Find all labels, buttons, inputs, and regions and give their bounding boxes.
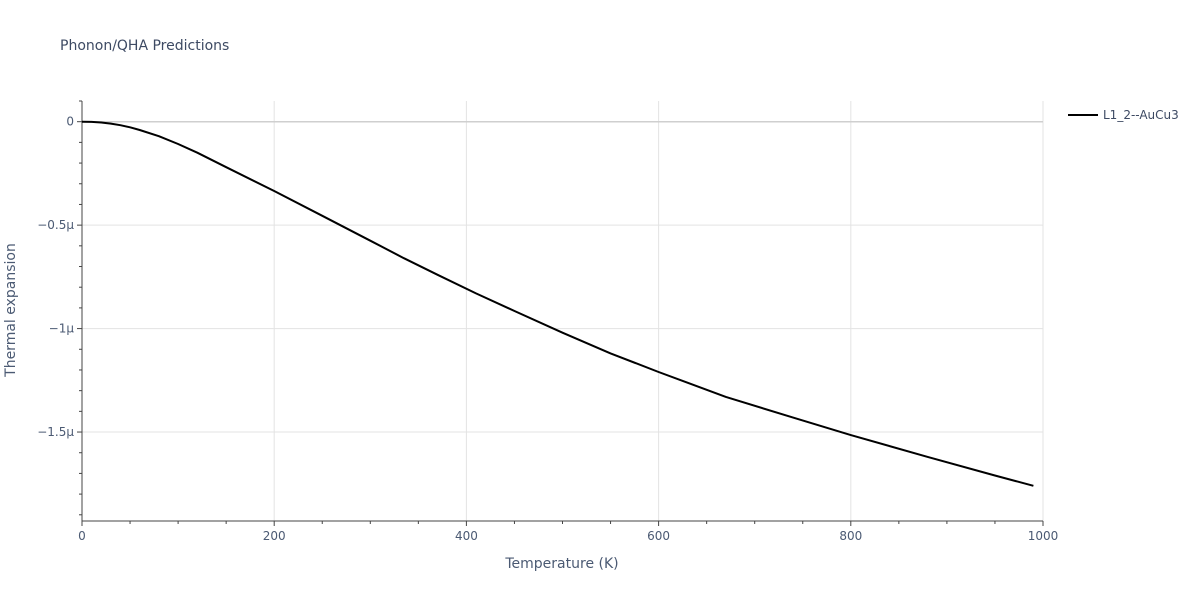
y-axis-label: Thermal expansion [3, 243, 19, 378]
x-tick-label: 800 [839, 529, 862, 543]
x-tick-label: 1000 [1028, 529, 1059, 543]
series-layer [81, 120, 1034, 487]
x-tick-label: 400 [455, 529, 478, 543]
axes-layer: 0 200 400 600 800 1000 0 −0.5μ −1μ −1.5μ [37, 100, 1059, 543]
legend[interactable]: L1_2--AuCu3 [1068, 108, 1179, 122]
y-tick-label: −0.5μ [37, 218, 74, 232]
y-tick-label: 0 [66, 115, 74, 129]
x-tick-label: 600 [647, 529, 670, 543]
x-tick-label: 200 [263, 529, 286, 543]
y-tick-label: −1μ [49, 322, 75, 336]
x-tick-label: 0 [78, 529, 86, 543]
y-tick-label: −1.5μ [37, 425, 74, 439]
grid-layer [82, 101, 1044, 521]
chart-title: Phonon/QHA Predictions [60, 38, 229, 54]
x-axis-label: Temperature (K) [504, 556, 618, 572]
legend-label: L1_2--AuCu3 [1103, 108, 1179, 122]
series-line [81, 120, 1034, 487]
